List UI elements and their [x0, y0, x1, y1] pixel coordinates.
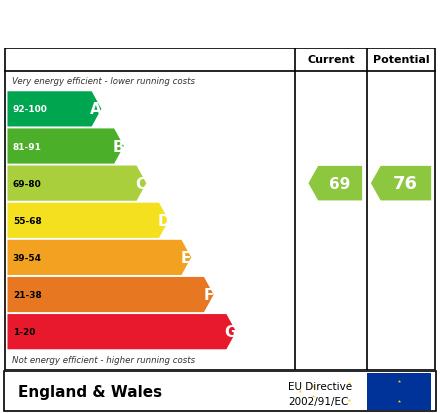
Text: Very energy efficient - lower running costs: Very energy efficient - lower running co… — [12, 77, 195, 86]
Text: E: E — [181, 250, 191, 265]
Text: EU Directive: EU Directive — [288, 381, 352, 391]
Text: 69: 69 — [329, 176, 350, 191]
Polygon shape — [371, 166, 431, 201]
Text: C: C — [136, 176, 147, 191]
Text: D: D — [157, 213, 170, 228]
Text: Energy Efficiency Rating: Energy Efficiency Rating — [11, 14, 318, 34]
Text: 1-20: 1-20 — [13, 328, 35, 336]
Text: A: A — [90, 102, 102, 117]
Text: F: F — [203, 287, 213, 302]
Polygon shape — [308, 166, 362, 201]
Polygon shape — [7, 92, 101, 127]
Text: 21-38: 21-38 — [13, 290, 41, 299]
Polygon shape — [7, 240, 191, 275]
Text: 92-100: 92-100 — [13, 105, 48, 114]
Polygon shape — [7, 166, 146, 201]
Text: Potential: Potential — [373, 55, 429, 65]
Bar — [367, 373, 431, 410]
Text: Not energy efficient - higher running costs: Not energy efficient - higher running co… — [12, 356, 195, 365]
Text: Current: Current — [307, 55, 355, 65]
Text: 81-91: 81-91 — [13, 142, 42, 151]
Text: 76: 76 — [393, 175, 418, 193]
Text: 39-54: 39-54 — [13, 253, 42, 262]
Text: England & Wales: England & Wales — [18, 384, 162, 399]
Text: G: G — [224, 324, 237, 339]
Text: B: B — [113, 139, 125, 154]
Text: 2002/91/EC: 2002/91/EC — [288, 396, 348, 406]
Polygon shape — [7, 203, 169, 238]
Polygon shape — [7, 277, 214, 312]
Text: 69-80: 69-80 — [13, 179, 41, 188]
Text: 55-68: 55-68 — [13, 216, 41, 225]
Polygon shape — [7, 314, 236, 349]
Polygon shape — [7, 129, 124, 164]
